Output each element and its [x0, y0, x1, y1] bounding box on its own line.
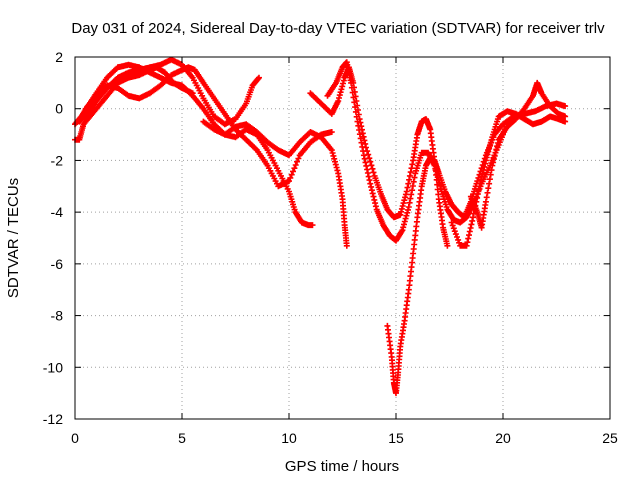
y-tick-label: -10 [43, 359, 63, 375]
chart-title: Day 031 of 2024, Sidereal Day-to-day VTE… [71, 20, 605, 37]
x-tick-label: 20 [495, 430, 511, 446]
y-tick-label: 2 [55, 49, 63, 65]
data-point-markers [448, 108, 569, 249]
y-tick-label: -12 [43, 411, 63, 427]
x-axis-label: GPS time / hours [285, 458, 399, 475]
data-point-markers [467, 79, 569, 231]
axis-ticks: 0 5 10 15 20 25 -12 -10 -8 -6 -4 -2 0 2 [43, 49, 618, 446]
series-track-8 [448, 108, 569, 249]
x-tick-label: 5 [178, 430, 186, 446]
data-series [72, 56, 569, 397]
x-tick-label: 10 [281, 430, 297, 446]
y-tick-label: -8 [51, 308, 64, 324]
series-track-2 [76, 56, 262, 128]
x-tick-label: 25 [602, 430, 618, 446]
data-point-markers [76, 56, 262, 128]
data-point-markers [384, 100, 569, 397]
series-track-9 [467, 79, 569, 231]
series-track-4 [200, 118, 350, 249]
y-tick-label: -6 [51, 256, 64, 272]
x-tick-label: 15 [388, 430, 404, 446]
data-point-markers [200, 118, 350, 249]
plot-frame [74, 56, 611, 420]
y-tick-label: -4 [51, 204, 64, 220]
y-axis-label: SDTVAR / TECUs [5, 178, 22, 298]
x-tick-label: 0 [71, 430, 79, 446]
y-tick-label: -2 [51, 152, 64, 168]
series-track-7 [384, 100, 569, 397]
y-tick-label: 0 [55, 101, 63, 117]
